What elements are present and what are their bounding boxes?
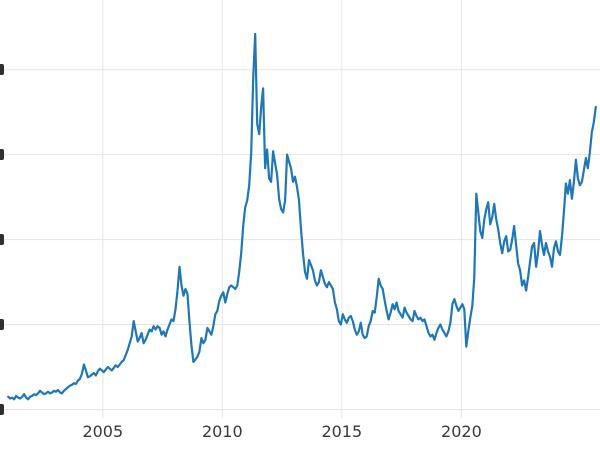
x-tick-label: 2005: [82, 422, 124, 441]
y-tick-label-fragment: [0, 319, 4, 330]
gridlines: [0, 0, 600, 418]
x-tick-label: 2015: [321, 422, 363, 441]
y-tick-label-fragment: [0, 404, 4, 415]
price-series-line: [7, 32, 597, 401]
x-tick-label: 2020: [441, 422, 482, 441]
x-tick-label: 2010: [201, 422, 243, 441]
y-tick-label-fragment: [0, 149, 4, 161]
y-tick-label-fragment: [0, 234, 4, 246]
y-tick-label-fragment: [0, 64, 4, 76]
